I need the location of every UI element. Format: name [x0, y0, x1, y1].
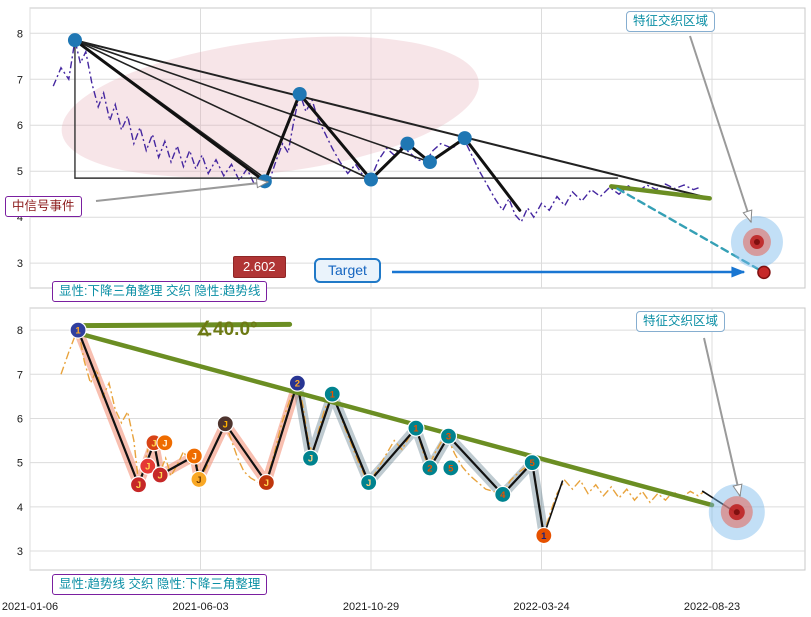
target-badge: Target	[314, 258, 381, 283]
wave-marker	[407, 419, 425, 437]
y-tick-label: 6	[17, 120, 23, 132]
y-tick-label: 4	[17, 502, 23, 514]
wave-marker	[185, 447, 203, 465]
pivot-dot	[364, 172, 378, 187]
arrowhead	[731, 266, 746, 278]
arrowhead	[732, 483, 743, 498]
fan-line-2	[74, 39, 372, 181]
wave-marker	[216, 415, 234, 433]
wave-marker	[288, 374, 306, 392]
wave-marker-label: J	[196, 475, 201, 486]
wave-marker-label: J	[145, 462, 150, 473]
y-tick-label: 3	[17, 546, 23, 558]
feature-region-badge-top: 特征交织区域	[626, 11, 716, 32]
bullseye-ring	[733, 509, 740, 516]
pivot-dot	[400, 136, 415, 151]
post-segment	[543, 480, 564, 537]
y-tick-label: 5	[17, 166, 23, 178]
wave-marker-label: J	[264, 478, 269, 489]
wave-marker-label: J	[223, 419, 228, 430]
wave-marker	[69, 321, 87, 339]
wave-marker-label: 1	[75, 326, 81, 337]
x-tick-label: 2022-08-23	[684, 601, 740, 613]
y-tick-label: 6	[17, 413, 23, 425]
wave-marker	[190, 470, 208, 489]
wave-marker	[156, 434, 174, 452]
wave-marker	[439, 427, 458, 445]
y-tick-label: 5	[17, 458, 23, 470]
wave-marker	[494, 485, 512, 504]
green-horizontal	[75, 321, 293, 329]
region-arrow-top	[689, 35, 752, 223]
target-end-dot	[757, 265, 771, 280]
wave-marker-label: J	[308, 454, 313, 465]
signal-arrow	[95, 181, 269, 202]
upper-panel-price-line	[52, 40, 702, 224]
wave-marker-label: J	[136, 480, 141, 491]
bullseye-ring	[753, 239, 760, 246]
wave-marker	[421, 459, 439, 477]
wave-marker	[139, 457, 157, 475]
wave-marker	[151, 466, 169, 484]
arrowhead	[255, 178, 270, 189]
upper-trendline	[73, 39, 710, 199]
wave-marker-label: 5	[448, 463, 454, 474]
pivot-dot	[457, 131, 472, 146]
green-extension	[609, 184, 712, 201]
wave-marker	[129, 476, 148, 494]
fan-line-3	[74, 39, 431, 163]
wave-marker-label: 1	[541, 531, 547, 542]
feature-region-badge-bottom: 特征交织区域	[636, 311, 726, 332]
wave-marker-label: 1	[413, 424, 419, 435]
y-tick-label: 4	[17, 212, 23, 224]
wave-marker	[301, 449, 320, 467]
target-path	[616, 187, 766, 274]
wave-marker	[523, 454, 541, 472]
y-tick-label: 7	[17, 369, 23, 381]
pivot-dot	[292, 86, 307, 101]
wave-marker-label: 2	[427, 463, 432, 474]
target-value-badge: 2.602	[233, 256, 286, 278]
x-tick-label: 2021-01-06	[2, 601, 58, 613]
signal-event-badge: 中信号事件	[5, 196, 82, 217]
y-tick-label: 3	[17, 258, 23, 270]
arrowhead	[742, 209, 753, 224]
wave-marker-label: J	[366, 478, 371, 489]
pattern-combo-label-bottom: 显性:趋势线 交织 隐性:下降三角整理	[52, 574, 268, 595]
zigzag-line	[73, 38, 522, 212]
y-tick-label: 8	[17, 28, 23, 40]
region-arrow-bottom	[703, 337, 741, 497]
wave-marker-label: J	[192, 452, 197, 463]
wave-marker	[360, 473, 378, 492]
green-trendline	[77, 331, 715, 508]
wave-marker-label: J	[162, 438, 167, 449]
pivot-dot	[422, 155, 437, 170]
upper-panel-frame	[29, 7, 806, 289]
x-tick-label: 2021-06-03	[172, 601, 228, 613]
angle-annotation: ∡40.0°	[196, 319, 258, 340]
x-tick-label: 2022-03-24	[513, 601, 569, 613]
pivot-dot	[67, 33, 82, 48]
wave-marker	[442, 459, 460, 477]
x-tick-label: 2021-10-29	[343, 601, 399, 613]
y-tick-label: 7	[17, 74, 23, 86]
wave-marker-label: 2	[295, 379, 300, 390]
wave-marker-label: J	[158, 471, 163, 482]
wave-marker-label: 5	[530, 458, 536, 469]
wave-marker-label: 4	[500, 490, 506, 501]
y-tick-label: 8	[17, 325, 23, 337]
wave-marker	[323, 385, 341, 403]
wave-marker	[257, 473, 275, 492]
wave-marker-label: 3	[446, 432, 451, 443]
wave-marker-label: J	[151, 438, 156, 449]
pattern-combo-label-top: 显性:下降三角整理 交织 隐性:趋势线	[52, 281, 268, 302]
wave-marker-label: 1	[330, 390, 336, 401]
wave-marker	[535, 526, 553, 545]
